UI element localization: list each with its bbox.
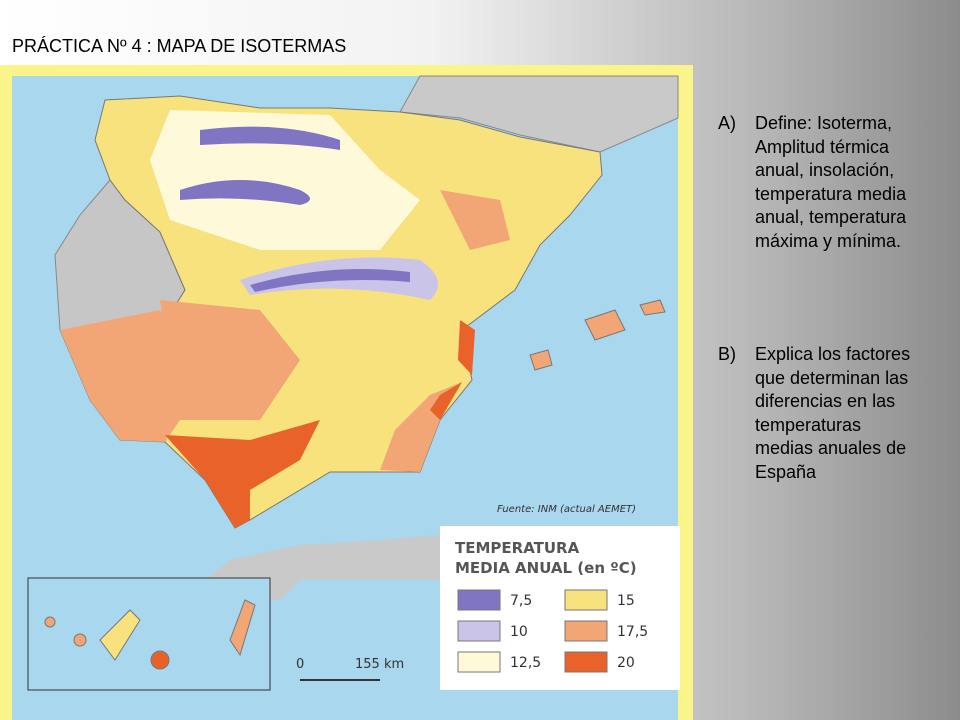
zone-7-5 [250, 268, 410, 292]
zone-7-5 [200, 126, 340, 150]
question-line: temperatura media [755, 183, 907, 204]
island [99, 609, 141, 661]
zone-17-5 [440, 190, 510, 250]
legend-label: 20 [617, 655, 635, 671]
island [150, 650, 170, 670]
legend-swatch [457, 620, 501, 642]
island [229, 599, 256, 657]
zone-17-5 [160, 300, 300, 420]
island [639, 299, 666, 316]
zone-20 [430, 382, 462, 420]
question-line: España [755, 461, 817, 482]
island [73, 633, 87, 647]
scale-start: 0 [296, 657, 304, 672]
question-line: Amplitud térmica [755, 136, 890, 157]
island [44, 616, 56, 628]
question-line: máxima y mínima. [755, 230, 902, 251]
zone-12-5 [150, 110, 420, 250]
legend-label: 7,5 [510, 593, 532, 609]
legend-swatch [564, 589, 608, 611]
legend-swatch [457, 589, 501, 611]
question-line: diferencias en las [755, 391, 896, 411]
source: Fuente: INM (actual AEMET) [497, 504, 636, 515]
legend-swatch [564, 651, 608, 673]
question-line: anual, insolación, [755, 160, 895, 180]
slide-title: PRÁCTICA Nº 4 : MAPA DE ISOTERMAS [12, 36, 347, 56]
legend-swatch [564, 620, 608, 642]
question-line: Define: Isoterma, [755, 113, 893, 133]
question-line: temperaturas [755, 414, 862, 435]
question-line: que determinan las [755, 367, 909, 388]
island [584, 309, 626, 341]
legend-title: TEMPERATURA [455, 539, 580, 557]
island [529, 349, 553, 371]
zone-7-5 [180, 180, 310, 205]
legend-swatch [457, 651, 501, 673]
scale-end: 155 km [355, 657, 404, 672]
map: Fuente: INM (actual AEMET) TEMPERATURA ME… [0, 65, 693, 720]
zone-20 [165, 420, 320, 528]
legend-label: 10 [510, 624, 528, 640]
legend-title: MEDIA ANUAL (en ºC) [455, 559, 637, 577]
question-line: Explica los factores [755, 344, 911, 364]
legend-label: 12,5 [510, 655, 541, 671]
question-line: anual, temperatura [755, 207, 907, 227]
question-marker: B) [718, 344, 736, 364]
legend-label: 15 [617, 593, 635, 609]
question-marker: A) [718, 113, 736, 133]
zone-17-5 [60, 310, 190, 442]
legend-label: 17,5 [617, 624, 648, 640]
canary-inset [27, 577, 271, 691]
legend-items: TEMPERATURA MEDIA ANUAL (en ºC) 7,5 15 10 17,… [455, 539, 648, 673]
zone-20 [458, 320, 475, 375]
question-line: medias anuales de [755, 438, 907, 458]
